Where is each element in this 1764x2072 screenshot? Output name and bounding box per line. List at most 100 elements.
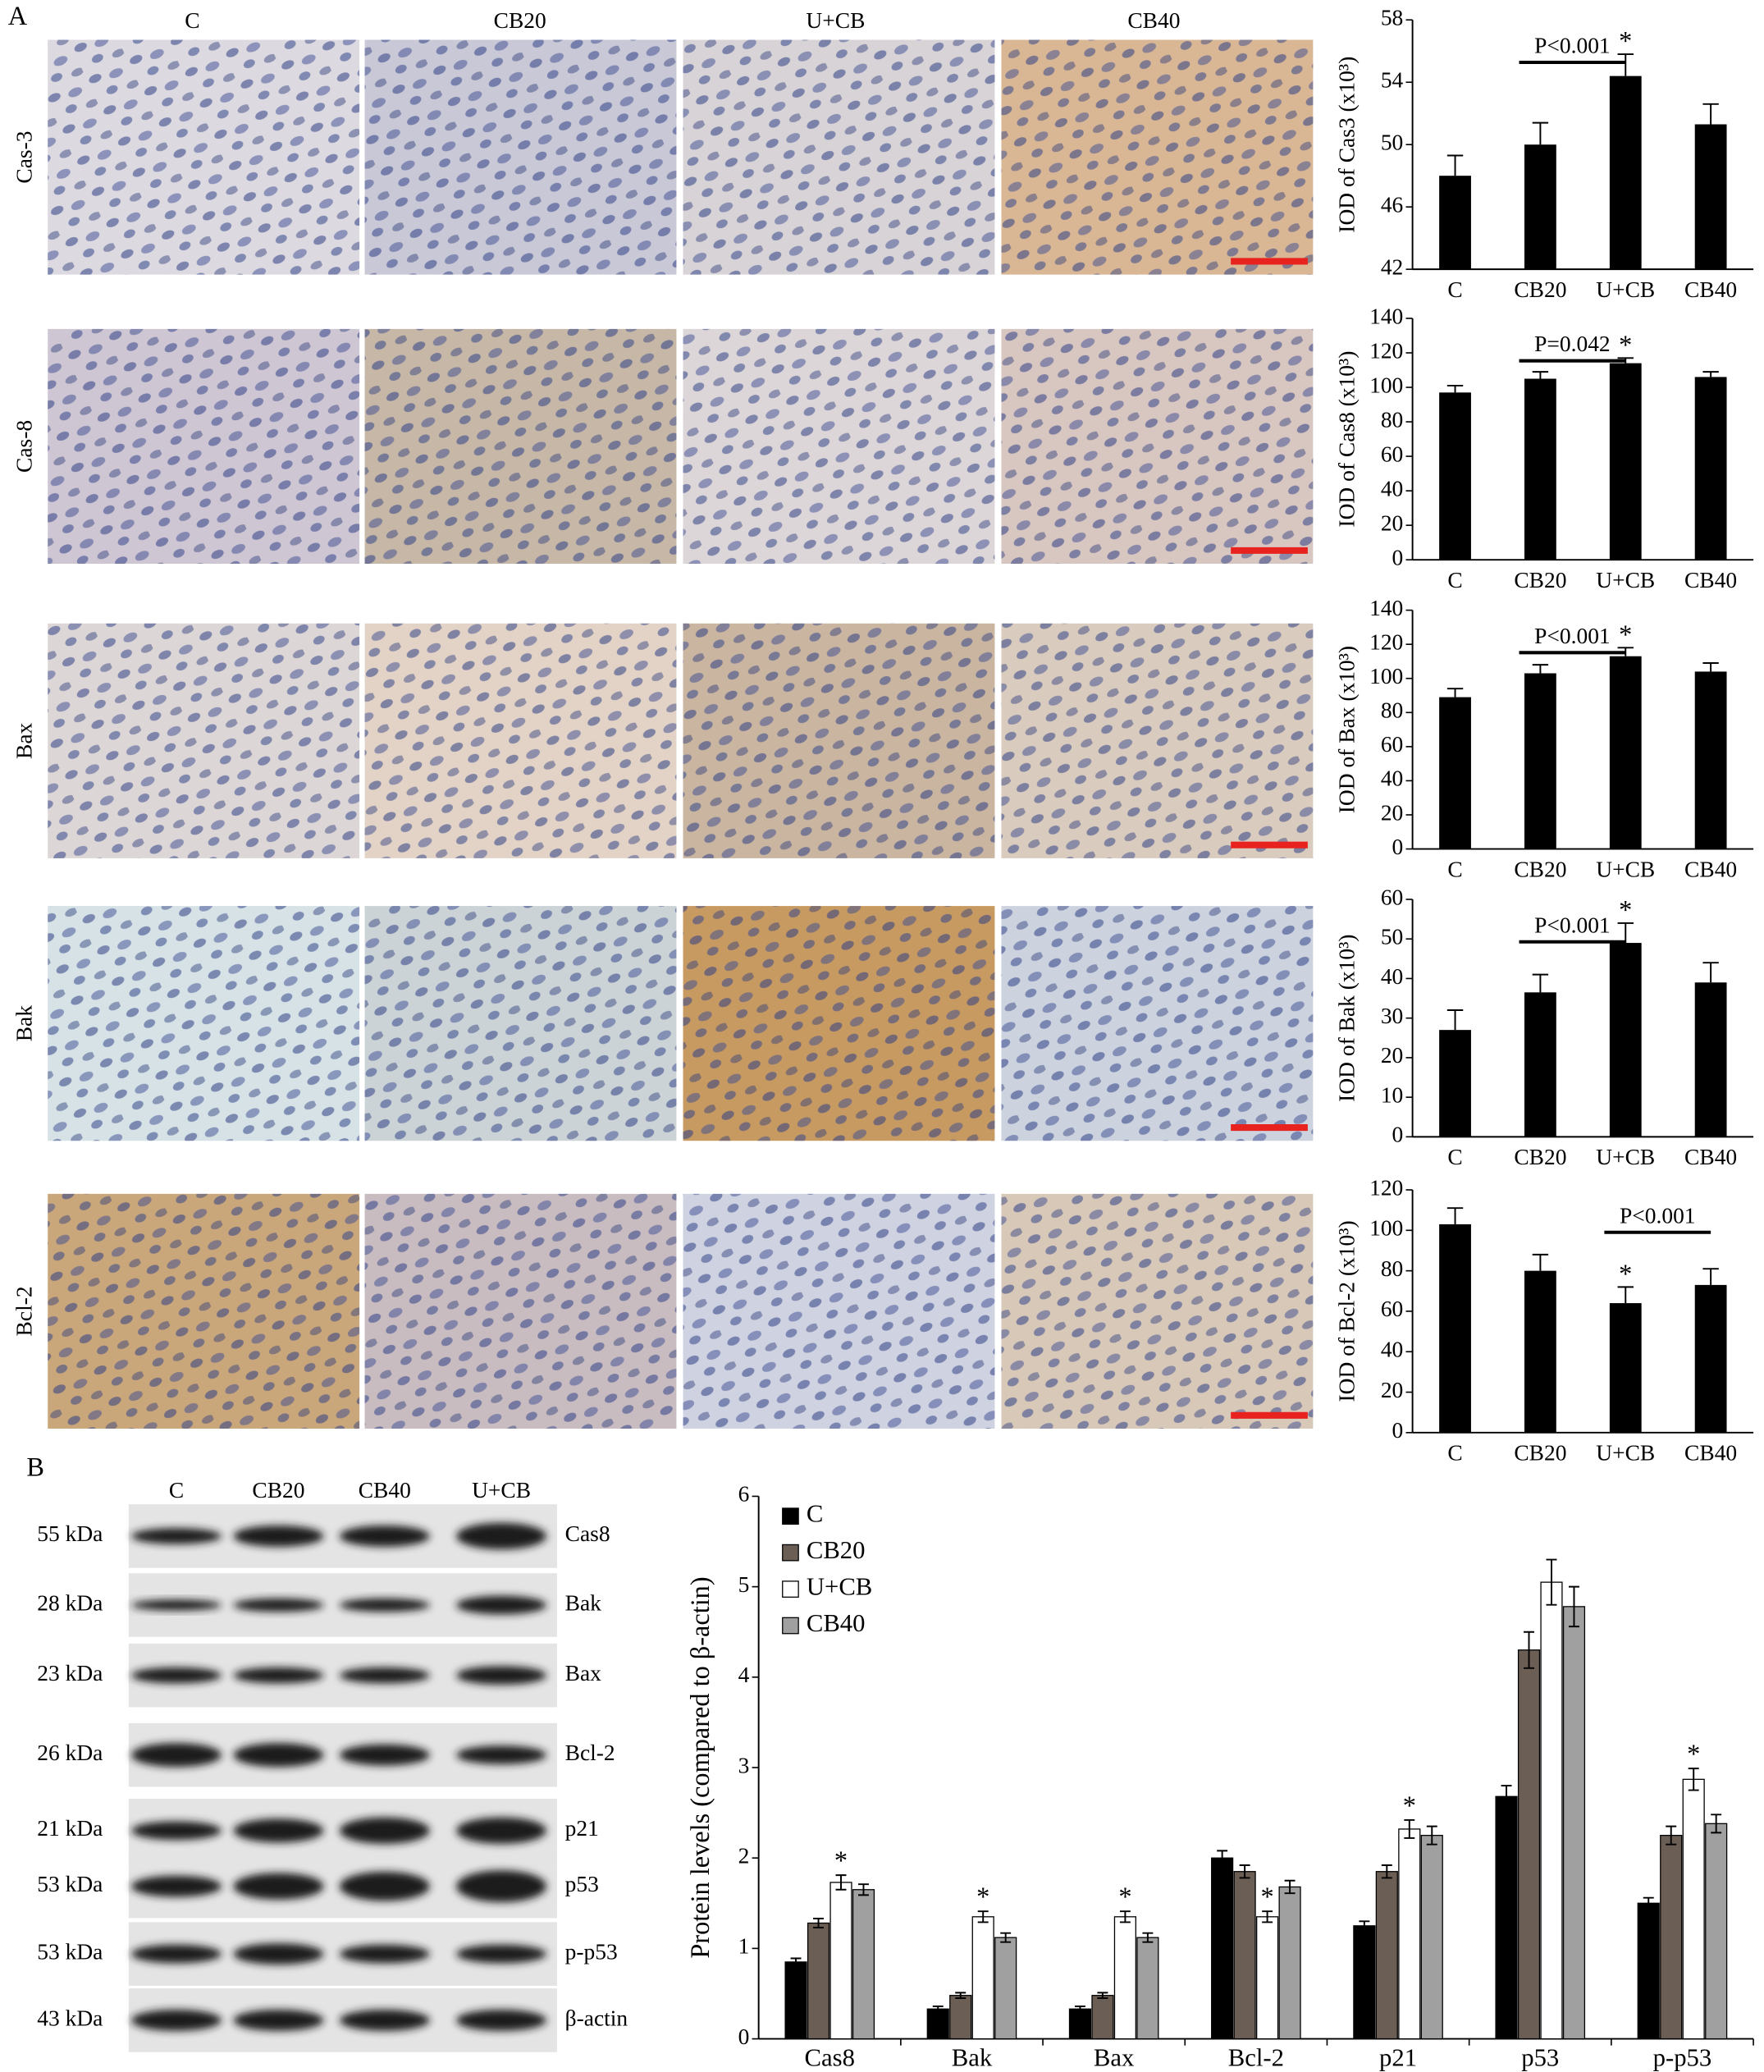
bar — [1375, 1871, 1398, 2040]
y-tick-label: 54 — [1381, 68, 1404, 93]
y-tick-label: 80 — [1381, 1256, 1403, 1281]
micrograph-texture — [48, 906, 360, 1141]
y-tick-label: 100 — [1369, 1216, 1403, 1241]
bar — [1439, 697, 1471, 849]
y-tick-label: 3 — [738, 1753, 750, 1777]
y-axis-label: IOD of Cas3 (x10³) — [1334, 57, 1359, 233]
y-tick-label: 0 — [1392, 1418, 1404, 1443]
lane-label: U+CB — [472, 1478, 531, 1503]
lane-label: C — [169, 1478, 184, 1503]
bar — [1439, 1224, 1471, 1433]
blot-band — [339, 1944, 430, 1964]
blot-band — [456, 1522, 547, 1550]
protein-label: Bax — [565, 1661, 602, 1686]
blot-band — [339, 1744, 430, 1766]
protein-label: p-p53 — [565, 1939, 618, 1964]
panel-label: B — [26, 1452, 44, 1482]
x-tick-label: CB40 — [1684, 1145, 1737, 1169]
blot-band — [131, 1743, 222, 1768]
y-tick-label: 140 — [1369, 596, 1403, 620]
blot-band — [339, 1871, 430, 1901]
bar — [1660, 1835, 1683, 2040]
blot-band — [456, 1595, 547, 1615]
micrograph-texture — [683, 1193, 995, 1429]
y-tick-label: 20 — [1381, 800, 1403, 825]
y-tick-label: 2 — [738, 1844, 750, 1868]
error-bar — [1119, 1910, 1131, 1923]
x-tick-label: p53 — [1521, 2043, 1559, 2071]
blot-band — [233, 1873, 324, 1900]
x-tick-label: CB20 — [1514, 1145, 1566, 1169]
legend-swatch — [782, 1507, 799, 1525]
y-tick-label: 40 — [1381, 1338, 1403, 1362]
blot-band — [233, 1667, 324, 1684]
blot-band — [131, 1821, 222, 1841]
bar — [1211, 1857, 1234, 2040]
error-bar — [790, 1957, 802, 1967]
error-bar — [1702, 103, 1719, 125]
blot-band — [339, 1525, 430, 1547]
row-label: Cas-3 — [12, 131, 37, 184]
bar — [1694, 377, 1727, 560]
micrograph-texture — [48, 39, 360, 275]
bar — [1256, 1916, 1279, 2040]
y-tick-label: 80 — [1381, 407, 1403, 432]
blot-band — [233, 1943, 324, 1965]
y-tick-label: 30 — [1381, 1004, 1403, 1028]
error-bar — [1000, 1932, 1012, 1943]
bar — [1609, 363, 1642, 560]
bar — [1439, 392, 1471, 560]
y-tick-label: 50 — [1381, 130, 1403, 155]
micrograph-texture — [1001, 328, 1314, 565]
bar — [1562, 1606, 1586, 2040]
y-tick-label: 20 — [1381, 1378, 1403, 1402]
error-bar — [1446, 154, 1464, 176]
y-tick-label: 0 — [1392, 835, 1404, 859]
x-tick-label: U+CB — [1596, 1145, 1655, 1169]
bar — [1495, 1795, 1518, 2040]
error-bar — [1381, 1864, 1392, 1879]
error-bar — [1446, 1207, 1464, 1224]
protein-label: p53 — [565, 1872, 599, 1896]
legend-label: CB40 — [807, 1609, 866, 1637]
molecular-weight: 55 kDa — [37, 1521, 103, 1546]
p-value: P<0.001 — [1620, 1203, 1696, 1228]
bar — [852, 1889, 875, 2040]
micrograph-texture — [1001, 906, 1314, 1141]
bar — [1420, 1835, 1443, 2040]
x-tick-label: U+CB — [1596, 1441, 1655, 1466]
p-value: P<0.001 — [1534, 34, 1611, 58]
column-label: CB40 — [1127, 8, 1180, 33]
y-tick-label: 80 — [1381, 698, 1403, 723]
blot-band — [339, 1598, 430, 1612]
y-tick-label: 120 — [1369, 1175, 1403, 1200]
y-tick-label: 100 — [1369, 664, 1403, 688]
bar — [1068, 2008, 1092, 2040]
y-tick-label: 0 — [1392, 545, 1404, 569]
x-tick-label: CB20 — [1514, 568, 1566, 592]
y-tick-label: 60 — [1381, 732, 1403, 757]
blot-band — [131, 1599, 222, 1611]
row-label: Bak — [12, 1005, 37, 1042]
bar — [1637, 1902, 1660, 2040]
bar — [949, 1995, 972, 2040]
bar — [1517, 1649, 1541, 2040]
bar — [829, 1882, 852, 2040]
y-tick-label: 120 — [1369, 629, 1403, 654]
error-bar — [1702, 1268, 1719, 1285]
significance-star: * — [1403, 1791, 1416, 1820]
blot-band — [233, 1525, 324, 1547]
error-bar — [1702, 662, 1719, 672]
protein-label: Bcl-2 — [565, 1740, 615, 1765]
bar — [784, 1961, 807, 2040]
bar — [1694, 124, 1727, 270]
bar — [1705, 1823, 1728, 2040]
y-tick-label: 20 — [1381, 510, 1403, 535]
error-bar — [955, 1992, 967, 1999]
significance-star: * — [1619, 894, 1632, 924]
significance-star: * — [1619, 26, 1632, 56]
x-tick-label: Bax — [1094, 2043, 1134, 2071]
bar — [1278, 1886, 1301, 2040]
